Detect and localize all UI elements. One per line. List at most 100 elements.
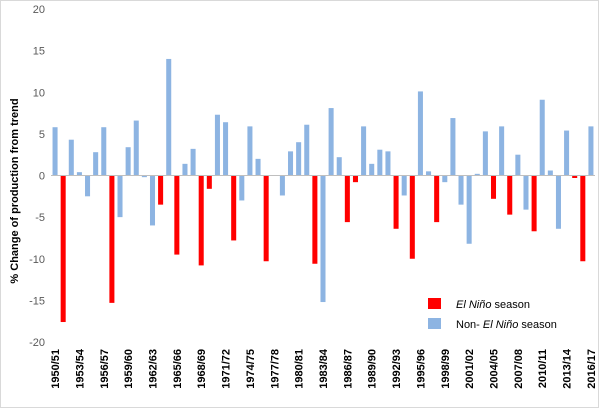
y-tick-label: 20 bbox=[33, 4, 45, 16]
bar-el-nino-2014-15 bbox=[572, 175, 578, 178]
x-axis: 1950/51 1953/54 1956/57 1959/60 1962/63 1965/… bbox=[50, 348, 598, 389]
bar-el-nino-1976-77 bbox=[263, 175, 269, 262]
x-tick-label: 1962/63 bbox=[147, 349, 159, 389]
legend-item-el-nino: El Niño season bbox=[428, 298, 530, 311]
bar-non-el-nino-1962-63 bbox=[149, 175, 156, 226]
bar-el-nino-1982-83 bbox=[312, 175, 318, 264]
legend-swatch bbox=[428, 298, 441, 309]
legend: El Niño season Non- El Niño season bbox=[428, 298, 557, 331]
x-tick-label: 1959/60 bbox=[123, 349, 135, 389]
bar-non-el-nino-1983-84 bbox=[320, 175, 326, 303]
bar-non-el-nino-2005-06 bbox=[499, 126, 505, 176]
bar-non-el-nino-1966-67 bbox=[182, 163, 188, 176]
x-tick-label: 1968/69 bbox=[196, 349, 208, 389]
bar-el-nino-1951-52 bbox=[60, 175, 66, 323]
y-tick-label: -10 bbox=[29, 254, 45, 266]
bar-non-el-nino-1961-62 bbox=[141, 175, 147, 178]
bar-non-el-nino-1990-91 bbox=[377, 149, 383, 176]
x-tick-label: 1950/51 bbox=[50, 349, 62, 389]
bar-non-el-nino-1995-96 bbox=[417, 91, 423, 176]
bar-non-el-nino-2000-01 bbox=[458, 175, 464, 205]
bar-el-nino-2015-16 bbox=[580, 175, 586, 262]
y-tick-label: 0 bbox=[39, 171, 45, 183]
bar-el-nino-2004-05 bbox=[490, 175, 497, 199]
bar-non-el-nino-1993-94 bbox=[401, 175, 407, 196]
x-tick-label: 2007/08 bbox=[513, 349, 525, 389]
bar-non-el-nino-1998-99 bbox=[442, 175, 448, 183]
y-axis: 20 15 10 5 0 -5 -10 -15 -20 bbox=[29, 4, 45, 349]
legend-label: Non- El Niño season bbox=[456, 319, 557, 331]
bar-el-nino-1992-93 bbox=[393, 175, 399, 229]
bar-el-nino-1965-66 bbox=[174, 175, 180, 255]
bar-non-el-nino-2002-03 bbox=[474, 173, 480, 176]
x-tick-label: 1980/81 bbox=[294, 349, 306, 389]
bar-non-el-nino-1950-51 bbox=[52, 127, 58, 176]
bar-non-el-nino-2007-08 bbox=[515, 154, 521, 176]
bar-non-el-nino-2011-12 bbox=[547, 170, 553, 176]
bar-el-nino-2009-10 bbox=[531, 175, 537, 232]
legend-item-non-el-nino: Non- El Niño season bbox=[428, 318, 557, 331]
bar-el-nino-1994-95 bbox=[409, 175, 415, 259]
y-tick-label: -15 bbox=[29, 295, 45, 307]
bar-non-el-nino-1978-79 bbox=[279, 175, 285, 196]
x-tick-label: 1992/93 bbox=[391, 349, 403, 389]
bar-non-el-nino-2001-02 bbox=[466, 175, 472, 244]
x-tick-label: 2001/02 bbox=[464, 349, 476, 389]
bar-el-nino-1957-58 bbox=[109, 175, 115, 303]
y-tick-label: -5 bbox=[35, 212, 45, 224]
bar-el-nino-1997-98 bbox=[434, 175, 440, 223]
x-tick-label: 1986/87 bbox=[342, 349, 354, 389]
bar-non-el-nino-1952-53 bbox=[68, 139, 74, 176]
x-tick-label: 1998/99 bbox=[440, 349, 452, 389]
bar-el-nino-1969-70 bbox=[206, 175, 212, 189]
bar-non-el-nino-1954-55 bbox=[85, 175, 91, 197]
bar-non-el-nino-2003-04 bbox=[482, 131, 488, 176]
x-tick-label: 2013/14 bbox=[562, 348, 574, 389]
bar-el-nino-1963-64 bbox=[158, 175, 164, 205]
bar-non-el-nino-1958-59 bbox=[117, 175, 123, 218]
x-tick-label: 1995/96 bbox=[415, 349, 427, 389]
y-tick-label: -20 bbox=[29, 337, 45, 349]
bar-non-el-nino-1955-56 bbox=[93, 152, 99, 176]
bar-non-el-nino-1959-60 bbox=[125, 147, 131, 176]
bar-el-nino-1972-73 bbox=[231, 175, 237, 241]
y-tick-label: 10 bbox=[33, 87, 45, 99]
bar-non-el-nino-1975-76 bbox=[255, 158, 261, 176]
bar-el-nino-1987-88 bbox=[352, 175, 358, 183]
bar-non-el-nino-1991-92 bbox=[385, 151, 391, 176]
bar-non-el-nino-2010-11 bbox=[539, 99, 545, 176]
x-tick-label: 1971/72 bbox=[221, 349, 233, 389]
bar-non-el-nino-1974-75 bbox=[247, 126, 253, 176]
bar-el-nino-2006-07 bbox=[507, 175, 513, 215]
bar-non-el-nino-1980-81 bbox=[296, 142, 302, 176]
x-tick-label: 2004/05 bbox=[489, 349, 501, 389]
bar-non-el-nino-1984-85 bbox=[328, 108, 334, 176]
bar-el-nino-1968-69 bbox=[198, 175, 204, 266]
bar-non-el-nino-1953-54 bbox=[76, 172, 82, 176]
bar-non-el-nino-2008-09 bbox=[523, 175, 529, 210]
bar-non-el-nino-1996-97 bbox=[426, 171, 432, 176]
legend-swatch bbox=[428, 318, 441, 329]
bar-el-nino-1986-87 bbox=[344, 175, 350, 223]
bar-non-el-nino-1979-80 bbox=[288, 151, 294, 176]
bar-non-el-nino-1971-72 bbox=[223, 122, 229, 176]
bar-non-el-nino-2012-13 bbox=[555, 175, 561, 229]
x-tick-label: 2010/11 bbox=[537, 349, 549, 388]
bar-non-el-nino-1960-61 bbox=[133, 120, 139, 176]
bar-non-el-nino-1981-82 bbox=[304, 124, 310, 176]
bar-non-el-nino-2013-14 bbox=[564, 130, 570, 176]
x-tick-label: 1953/54 bbox=[74, 348, 86, 389]
bar-non-el-nino-1989-90 bbox=[369, 163, 375, 176]
x-tick-label: 1956/57 bbox=[99, 349, 111, 389]
bar-non-el-nino-1973-74 bbox=[239, 175, 245, 201]
y-axis-label: % Change of production from trend bbox=[9, 98, 21, 283]
x-tick-label: 1974/75 bbox=[245, 349, 257, 389]
bar-non-el-nino-1964-65 bbox=[166, 58, 172, 176]
x-tick-label: 1989/90 bbox=[367, 349, 379, 389]
bar-non-el-nino-1988-89 bbox=[361, 126, 367, 176]
x-tick-label: 1983/84 bbox=[318, 348, 330, 389]
x-tick-label: 2016/17 bbox=[586, 349, 598, 389]
y-tick-label: 5 bbox=[39, 129, 45, 141]
